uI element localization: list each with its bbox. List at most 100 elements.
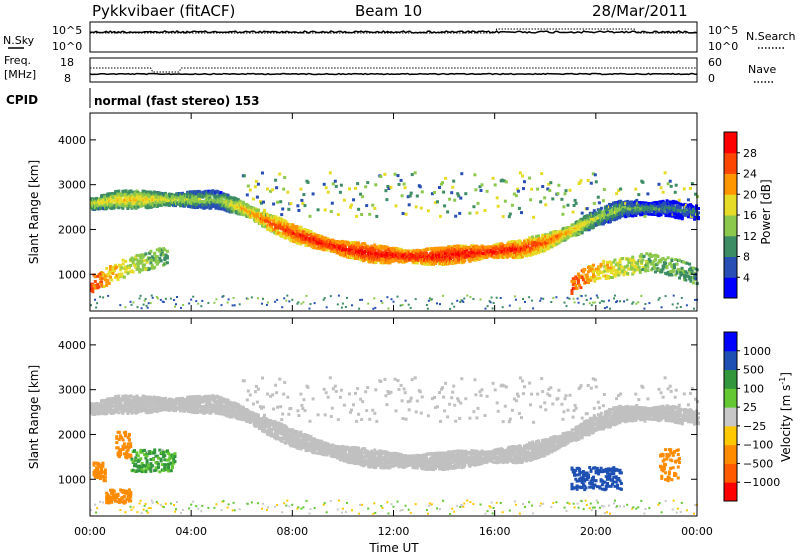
- power-cell: [276, 298, 279, 301]
- power-cell: [121, 258, 125, 262]
- power-cell: [94, 298, 96, 301]
- power-cell: [672, 294, 675, 297]
- power-cell: [580, 231, 584, 235]
- power-cell: [590, 213, 594, 217]
- power-cell: [677, 198, 681, 202]
- power-cell: [276, 230, 280, 233]
- power-cell: [270, 225, 274, 229]
- power-cell: [431, 256, 435, 260]
- power-cell: [200, 305, 203, 308]
- power-cell: [464, 192, 468, 196]
- power-cell: [664, 295, 667, 298]
- power-cell: [365, 204, 369, 208]
- power-cell: [545, 242, 549, 245]
- nsearch-tick-top: 10^5: [708, 24, 738, 37]
- power-cell: [484, 307, 487, 310]
- power-cell: [394, 204, 398, 208]
- power-cell: [253, 185, 257, 189]
- power-cell: [602, 188, 606, 191]
- power-cell: [579, 217, 583, 221]
- power-cell: [204, 189, 208, 193]
- power-cell: [387, 247, 391, 251]
- power-cell: [563, 192, 567, 196]
- power-cell: [539, 299, 542, 302]
- power-cell: [541, 234, 545, 238]
- power-cell: [130, 303, 133, 306]
- power-cell: [261, 171, 264, 175]
- power-cell: [117, 206, 121, 210]
- power-cell: [364, 249, 368, 253]
- power-cell: [574, 201, 578, 205]
- power-cell: [261, 214, 264, 217]
- power-cell: [565, 305, 568, 308]
- power-cell: [131, 205, 135, 209]
- power-cell: [232, 201, 236, 205]
- power-cell: [137, 192, 141, 196]
- power-cell: [555, 296, 558, 299]
- power-cell: [600, 300, 603, 303]
- power-cell: [309, 230, 313, 234]
- power-cell: [105, 266, 109, 270]
- power-cell: [481, 252, 485, 255]
- power-cell: [522, 253, 525, 257]
- power-cell: [587, 218, 591, 222]
- power-cell: [402, 182, 406, 186]
- nsky-tick-top: 10^5: [52, 24, 82, 37]
- power-cell: [472, 298, 475, 300]
- power-cell: [123, 203, 127, 207]
- power-cell: [272, 202, 276, 206]
- power-cell: [186, 197, 190, 201]
- power-cell: [508, 212, 512, 216]
- power-cell: [491, 307, 494, 310]
- power-cell: [127, 266, 131, 270]
- power-cell: [675, 306, 678, 309]
- power-cell: [555, 242, 559, 246]
- power-cell: [205, 205, 209, 209]
- power-cell: [253, 210, 257, 214]
- power-cell: [451, 185, 455, 189]
- power-cell: [469, 296, 472, 299]
- power-cell: [621, 212, 625, 216]
- power-cell: [405, 253, 409, 257]
- power-cell: [450, 191, 454, 195]
- power-cell: [294, 227, 298, 231]
- power-cell: [615, 210, 619, 214]
- power-cell: [224, 193, 228, 197]
- power-cell: [665, 208, 669, 212]
- power-cell: [560, 233, 564, 237]
- power-cell: [140, 201, 144, 205]
- power-cell: [308, 243, 312, 246]
- freq-trace: [89, 72, 698, 76]
- power-cell: [586, 179, 590, 182]
- power-cell: [197, 192, 201, 196]
- nsearch-label: N.Search: [746, 30, 796, 43]
- power-cell: [191, 197, 195, 201]
- power-cell: [480, 183, 484, 187]
- power-cell: [302, 301, 305, 304]
- power-cell: [409, 191, 413, 195]
- power-cell: [426, 307, 429, 310]
- power-cell: [430, 192, 434, 196]
- power-cell: [175, 303, 177, 306]
- power-cell: [533, 250, 537, 254]
- power-cell: [592, 209, 596, 213]
- power-cell: [540, 172, 544, 176]
- power-cell: [368, 212, 372, 216]
- power-cell: [591, 211, 595, 215]
- power-cell: [110, 200, 114, 204]
- power-cell: [637, 193, 641, 197]
- power-cell: [475, 211, 479, 215]
- power-cell: [647, 212, 651, 216]
- power-cell: [121, 206, 125, 210]
- power-cell: [647, 204, 651, 208]
- power-cell: [119, 304, 122, 307]
- power-cell: [669, 212, 673, 216]
- power-cell: [351, 256, 354, 260]
- power-cell: [126, 271, 130, 275]
- power-cell: [135, 203, 139, 207]
- power-cell: [299, 242, 303, 246]
- power-cell: [396, 174, 400, 178]
- power-cell: [123, 198, 127, 202]
- power-cell: [215, 201, 219, 205]
- nsky-tick-bottom: 10^0: [52, 40, 82, 53]
